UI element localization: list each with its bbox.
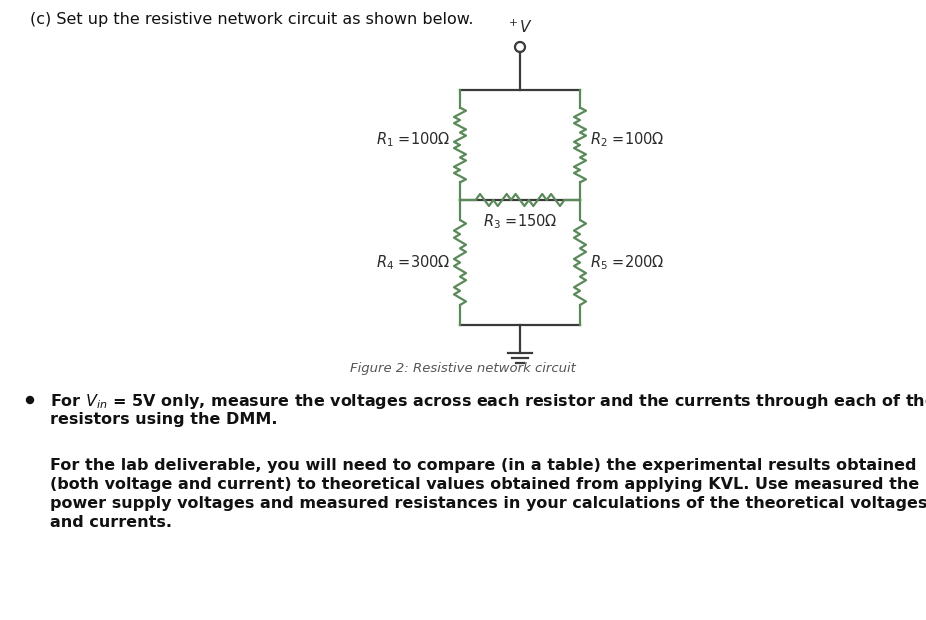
Text: (both voltage and current) to theoretical values obtained from applying KVL. Use: (both voltage and current) to theoretica… — [50, 477, 920, 492]
Text: $R_4$ =300Ω: $R_4$ =300Ω — [376, 253, 450, 272]
Text: $R_1$ =100Ω: $R_1$ =100Ω — [376, 131, 450, 149]
Text: For the lab deliverable, you will need to compare (in a table) the experimental : For the lab deliverable, you will need t… — [50, 458, 917, 473]
Text: Figure 2: Resistive network circuit: Figure 2: Resistive network circuit — [350, 362, 576, 375]
Text: (c) Set up the resistive network circuit as shown below.: (c) Set up the resistive network circuit… — [30, 12, 473, 27]
Text: $^+V$: $^+V$ — [507, 19, 533, 36]
Text: and currents.: and currents. — [50, 515, 172, 530]
Text: For $V_{in}$ = 5V only, measure the voltages across each resistor and the curren: For $V_{in}$ = 5V only, measure the volt… — [50, 392, 926, 411]
Text: resistors using the DMM.: resistors using the DMM. — [50, 412, 278, 427]
Text: $R_5$ =200Ω: $R_5$ =200Ω — [590, 253, 665, 272]
Text: $R_2$ =100Ω: $R_2$ =100Ω — [590, 131, 665, 149]
Circle shape — [27, 397, 33, 404]
Text: power supply voltages and measured resistances in your calculations of the theor: power supply voltages and measured resis… — [50, 496, 926, 511]
Text: $R_3$ =150Ω: $R_3$ =150Ω — [482, 212, 557, 231]
